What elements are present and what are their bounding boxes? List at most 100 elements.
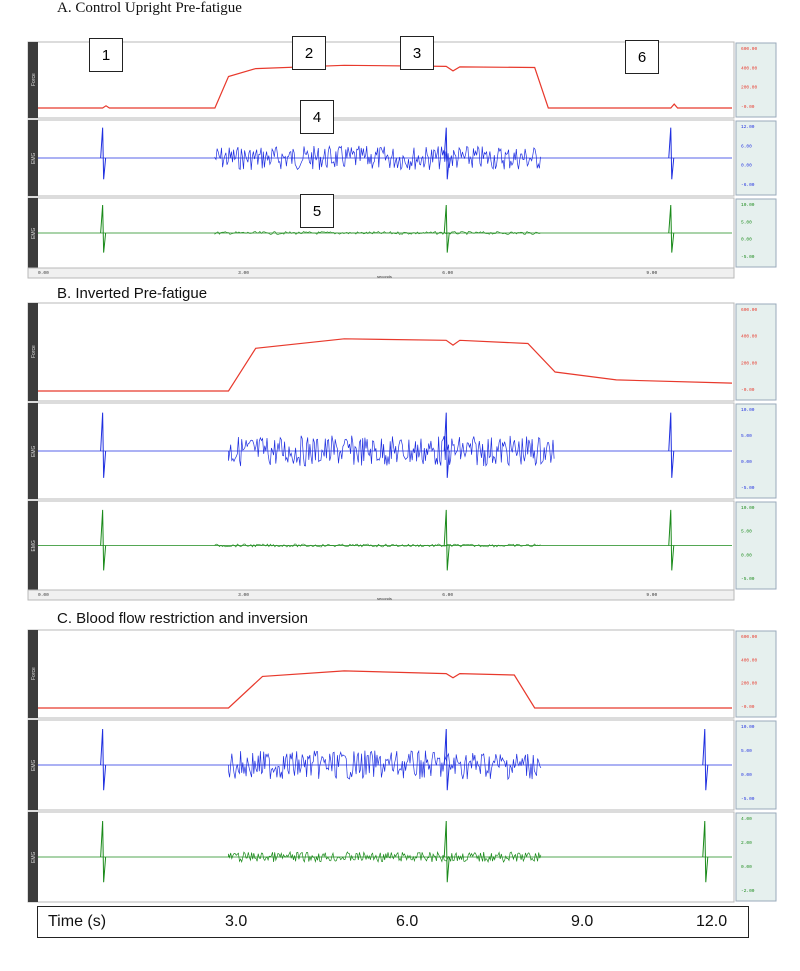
plot-area bbox=[27, 41, 735, 119]
scale-tick: 400.00 bbox=[741, 657, 758, 663]
scale-tick: -0.00 bbox=[741, 387, 755, 393]
panel-a-title: A. Control Upright Pre-fatigue bbox=[57, 0, 242, 16]
software-axis-tick: 0.00 bbox=[38, 592, 49, 598]
channel-label: EMG bbox=[31, 540, 37, 552]
software-axis-tick: 6.00 bbox=[442, 270, 453, 276]
emg-spike bbox=[668, 412, 675, 478]
software-axis bbox=[27, 589, 735, 601]
time-tick-12: 12.0 bbox=[696, 913, 728, 930]
emg-spike bbox=[668, 127, 675, 180]
scale-box bbox=[735, 403, 777, 499]
software-axis bbox=[27, 267, 735, 279]
scale-tick: 200.00 bbox=[741, 360, 758, 366]
scale-tick: 12.00 bbox=[741, 124, 755, 130]
channel-label: Force bbox=[31, 73, 37, 86]
channel-sidebar bbox=[28, 630, 38, 718]
emg-spike bbox=[668, 204, 675, 253]
scale-tick: 0.00 bbox=[741, 772, 752, 778]
scale-tick: 0.00 bbox=[741, 237, 752, 243]
scale-tick: 5.00 bbox=[741, 219, 752, 225]
plot-area bbox=[27, 629, 735, 719]
emg-spike bbox=[100, 820, 107, 883]
scale-tick: 10.00 bbox=[741, 724, 755, 730]
scale-tick: 400.00 bbox=[741, 334, 758, 340]
software-axis-tick: 9.00 bbox=[646, 270, 657, 276]
emg-spike bbox=[443, 820, 450, 883]
emg-spike bbox=[702, 820, 709, 883]
scale-tick: 600.00 bbox=[741, 634, 758, 640]
channel-label: EMG bbox=[31, 228, 37, 240]
emg-spike bbox=[100, 127, 107, 180]
scale-tick: 200.00 bbox=[741, 85, 758, 91]
emg-spike bbox=[443, 728, 450, 791]
scale-tick: -6.00 bbox=[741, 182, 755, 188]
scale-box bbox=[735, 630, 777, 718]
emg-spike bbox=[702, 728, 709, 791]
emg-spike bbox=[443, 412, 450, 478]
panel-b-title: B. Inverted Pre-fatigue bbox=[57, 285, 208, 302]
channel-sidebar bbox=[28, 120, 38, 196]
emg-spike bbox=[100, 509, 107, 571]
channel-sidebar bbox=[28, 501, 38, 590]
scale-tick: -0.00 bbox=[741, 704, 755, 710]
emg-burst bbox=[228, 435, 555, 467]
callout-4: 4 bbox=[300, 100, 334, 134]
scale-tick: 5.00 bbox=[741, 748, 752, 754]
scale-tick: -5.00 bbox=[741, 576, 755, 582]
emg-spike bbox=[443, 204, 450, 253]
emg-burst bbox=[214, 145, 541, 171]
scale-tick: 10.00 bbox=[741, 505, 755, 511]
callout-1: 1 bbox=[89, 38, 123, 72]
software-axis-tick: 0.00 bbox=[38, 270, 49, 276]
time-axis-label: Time (s) bbox=[48, 913, 107, 930]
software-axis-tick: 9.00 bbox=[646, 592, 657, 598]
emg-burst bbox=[228, 850, 542, 864]
time-tick-6: 6.0 bbox=[396, 913, 419, 930]
scale-tick: 2.00 bbox=[741, 840, 752, 846]
force-trace bbox=[38, 338, 733, 392]
channel-sidebar bbox=[28, 198, 38, 268]
channel-label: Force bbox=[31, 667, 37, 680]
scale-tick: 0.00 bbox=[741, 459, 752, 465]
scale-tick: -2.00 bbox=[741, 888, 755, 894]
software-axis-unit: seconds bbox=[377, 596, 392, 601]
scale-box bbox=[735, 303, 777, 401]
scale-box bbox=[735, 812, 777, 902]
channel-label: EMG bbox=[31, 852, 37, 864]
channel-label: EMG bbox=[31, 153, 37, 165]
scale-box bbox=[735, 501, 777, 590]
scale-tick: 600.00 bbox=[741, 307, 758, 313]
channel-label: EMG bbox=[31, 446, 37, 458]
callout-2: 2 bbox=[292, 36, 326, 70]
channel-sidebar bbox=[28, 303, 38, 401]
callout-6: 6 bbox=[625, 40, 659, 74]
emg-low-activity bbox=[214, 231, 541, 236]
scale-tick: 0.00 bbox=[741, 163, 752, 169]
scale-tick: 4.00 bbox=[741, 816, 752, 822]
force-trace bbox=[38, 64, 732, 109]
scale-tick: 200.00 bbox=[741, 681, 758, 687]
scale-tick: 5.00 bbox=[741, 433, 752, 439]
time-tick-9: 9.0 bbox=[571, 913, 594, 930]
emg-spike bbox=[443, 509, 450, 571]
scale-tick: 10.00 bbox=[741, 202, 755, 208]
scale-tick: 0.00 bbox=[741, 552, 752, 558]
scale-tick: 10.00 bbox=[741, 407, 755, 413]
scale-tick: -5.00 bbox=[741, 796, 755, 802]
emg-spike bbox=[100, 412, 107, 478]
channel-sidebar bbox=[28, 720, 38, 810]
scale-box bbox=[735, 198, 777, 268]
emg-spike bbox=[100, 728, 107, 791]
scale-tick: -5.00 bbox=[741, 254, 755, 260]
emg-spike bbox=[100, 204, 107, 253]
time-axis-bar: Time (s) 3.0 6.0 9.0 12.0 bbox=[37, 906, 749, 938]
software-axis-tick: 3.00 bbox=[238, 270, 249, 276]
channel-sidebar bbox=[28, 812, 38, 902]
scale-tick: 0.00 bbox=[741, 864, 752, 870]
channel-label: EMG bbox=[31, 760, 37, 772]
emg-low-activity bbox=[214, 543, 541, 548]
scale-box bbox=[735, 42, 777, 118]
channel-label: Force bbox=[31, 345, 37, 358]
emg-spike bbox=[668, 509, 675, 571]
